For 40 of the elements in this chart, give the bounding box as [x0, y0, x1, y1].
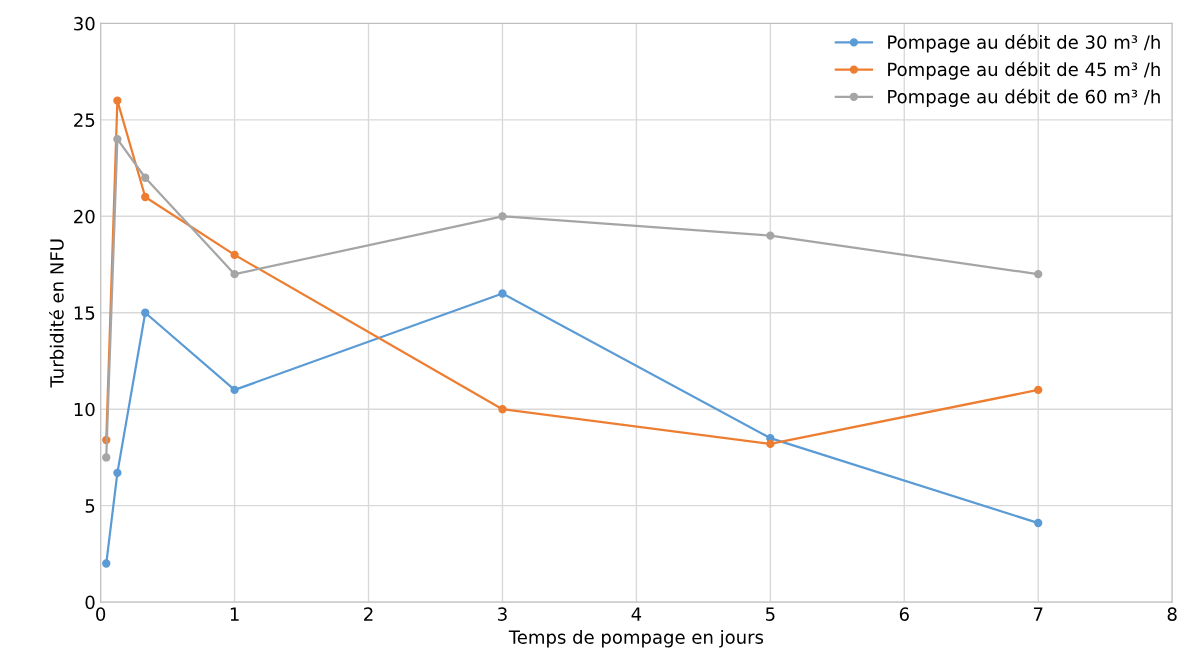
point [113, 96, 122, 105]
point [230, 385, 239, 395]
point [102, 453, 111, 462]
point [230, 270, 239, 279]
y-tick-label: 25 [74, 113, 95, 127]
point [766, 231, 775, 240]
x-tick-label: 2 [364, 607, 373, 621]
point [1034, 385, 1043, 395]
point [766, 439, 775, 449]
point [230, 250, 239, 260]
x-tick-label: 3 [498, 607, 507, 621]
point [102, 559, 111, 568]
point [498, 212, 507, 221]
point [113, 134, 122, 144]
point [498, 289, 507, 298]
y-tick-label: 30 [74, 16, 95, 31]
x-tick-label: 8 [1167, 607, 1177, 621]
legend-label: Pompage au débit de 45 m³ /h [888, 61, 1160, 80]
legend-label: Pompage au débit de 60 m³ /h [888, 88, 1160, 107]
y-tick-label: 5 [85, 499, 95, 513]
x-tick-label: 0 [96, 607, 106, 621]
x-axis-title: Temps de pompage en jours [508, 629, 764, 648]
point [141, 308, 150, 317]
x-tick-label: 1 [230, 607, 239, 621]
y-axis-title: Turbidité en NFU [49, 239, 64, 388]
legend-label: Pompage au débit de 30 m³ /h [888, 34, 1160, 53]
point [1034, 518, 1043, 528]
y-tick-label: 15 [74, 306, 95, 320]
point [141, 173, 150, 182]
x-tick-label: 5 [765, 607, 775, 621]
x-tick-label: 6 [899, 607, 909, 621]
point [498, 405, 507, 414]
point [1034, 270, 1043, 279]
y-tick-label: 10 [74, 402, 95, 417]
point [141, 192, 150, 202]
point [113, 468, 122, 478]
x-tick-label: 7 [1033, 607, 1043, 621]
y-tick-label: 0 [85, 595, 95, 610]
y-tick-label: 20 [74, 209, 95, 224]
x-tick-label: 4 [631, 607, 642, 621]
